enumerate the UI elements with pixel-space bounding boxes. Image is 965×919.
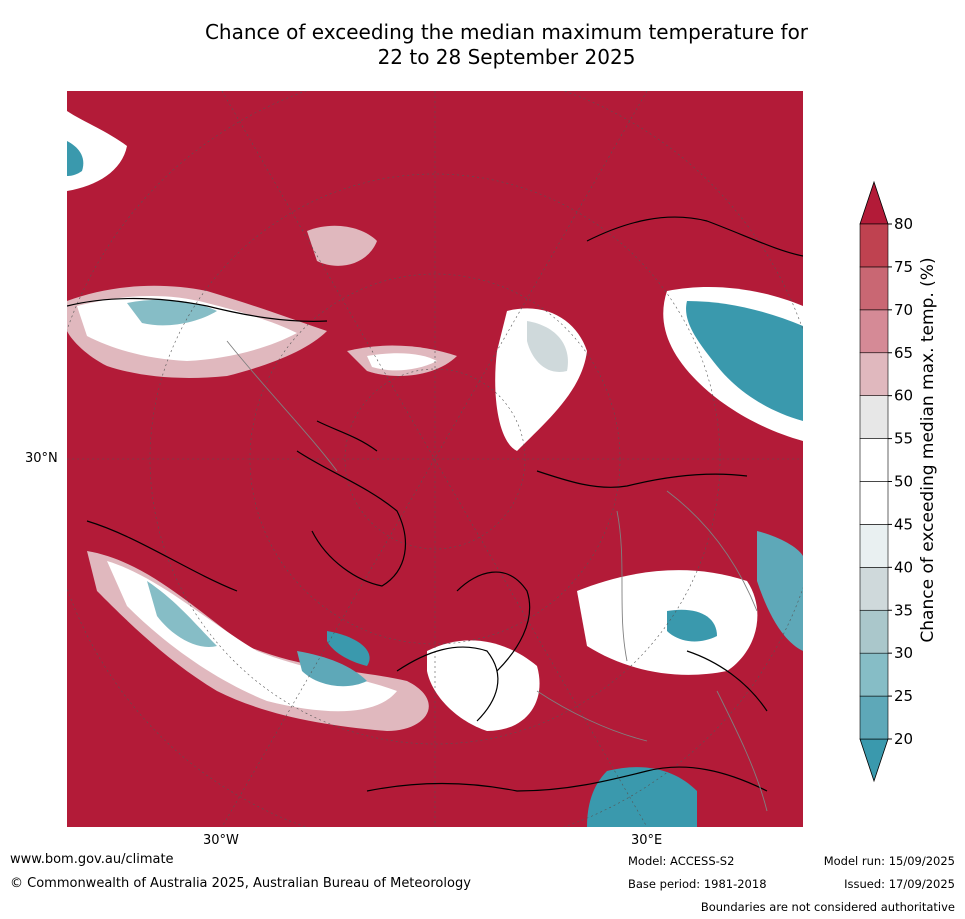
colorbar-segment (859, 223, 889, 268)
title-line-1: Chance of exceeding the median maximum t… (204, 20, 809, 44)
model-run-text: Model run: 15/09/2025 (823, 854, 955, 868)
lon-label-30e: 30°E (631, 833, 663, 848)
colorbar-title-wrap: Chance of exceeding median max. temp. (%… (918, 257, 938, 642)
issued-text: Issued: 17/09/2025 (844, 877, 955, 891)
colorbar-tick-label: 35 (894, 601, 913, 619)
lon-label-30w: 30°W (203, 833, 239, 848)
colorbar-tick-label: 50 (894, 473, 913, 491)
colorbar-segment (859, 695, 889, 740)
colorbar-tick-label: 60 (894, 387, 913, 405)
colorbar-tick-label: 80 (894, 215, 913, 233)
cool-band-atlantic (87, 551, 429, 731)
colorbar-tick-label: 45 (894, 515, 913, 533)
map-title: Chance of exceeding the median maximum t… (0, 20, 965, 70)
colorbar-tick-label: 75 (894, 258, 913, 276)
colorbar-tick-label: 40 (894, 558, 913, 576)
colorbar-tick-label: 25 (894, 687, 913, 705)
colorbar-segment (859, 567, 889, 611)
colorbar-segment (859, 266, 889, 311)
arctic-patches (307, 225, 457, 376)
colorbar-tick-label: 70 (894, 301, 913, 319)
colorbar-title: Chance of exceeding median max. temp. (%… (918, 257, 938, 643)
model-text: Model: ACCESS-S2 (628, 854, 735, 868)
boundaries (226, 340, 768, 812)
colorbar-svg: 20 25 30 35 40 45 50 55 60 65 70 75 80 (859, 180, 913, 783)
colorbar-segment (859, 481, 889, 525)
colorbar-segment (859, 652, 889, 697)
cool-band-northwest (67, 111, 327, 378)
colorbar-tick-label: 55 (894, 430, 913, 448)
colorbar-extend-max (859, 180, 889, 225)
colorbar: 20 25 30 35 40 45 50 55 60 65 70 75 80 (850, 180, 960, 790)
colorbar-extend-min (859, 738, 889, 783)
cool-band-asia (495, 286, 803, 451)
colorbar-tick-label: 20 (894, 730, 913, 748)
lat-label-30n: 30°N (25, 451, 58, 466)
colorbar-segment (859, 438, 889, 482)
forecast-map (67, 91, 803, 827)
colorbar-segment (859, 309, 889, 354)
copyright-text: © Commonwealth of Australia 2025, Austra… (10, 876, 471, 891)
title-line-2: 22 to 28 September 2025 (377, 45, 636, 69)
colorbar-segment (859, 609, 889, 654)
colorbar-tick-label: 65 (894, 344, 913, 362)
colorbar-tick-label: 30 (894, 644, 913, 662)
coastlines (67, 216, 803, 792)
disclaimer-text: Boundaries are not considered authoritat… (700, 900, 955, 914)
colorbar-segment (859, 352, 889, 396)
website-link[interactable]: www.bom.gov.au/climate (10, 852, 174, 867)
base-period-text: Base period: 1981-2018 (628, 877, 767, 891)
map-background (67, 91, 803, 827)
colorbar-segment (859, 395, 889, 439)
map-svg (67, 91, 803, 827)
graticule (67, 91, 803, 827)
cool-band-europe (427, 531, 803, 827)
colorbar-segment (859, 524, 889, 568)
